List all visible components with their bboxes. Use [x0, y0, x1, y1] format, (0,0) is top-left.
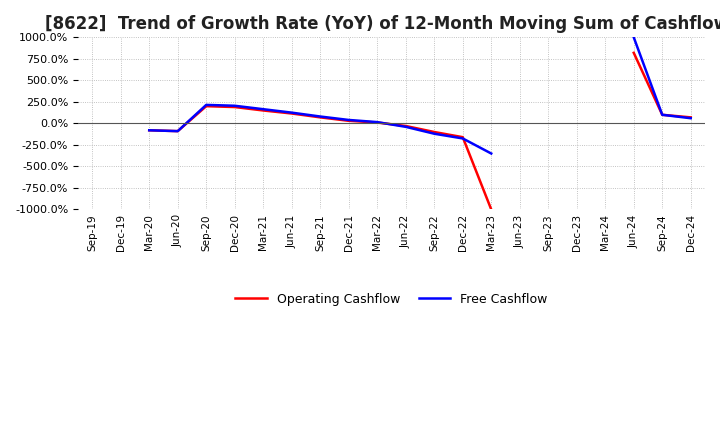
- Operating Cashflow: [316, 115, 325, 120]
- Operating Cashflow: [287, 111, 296, 116]
- Line: Operating Cashflow: Operating Cashflow: [92, 53, 690, 209]
- Free Cashflow: [287, 110, 296, 115]
- Free Cashflow: [174, 128, 182, 134]
- Operating Cashflow: [88, 98, 96, 103]
- Operating Cashflow: [658, 112, 667, 117]
- Free Cashflow: [202, 102, 210, 107]
- Free Cashflow: [487, 151, 495, 156]
- Operating Cashflow: [430, 129, 438, 135]
- Free Cashflow: [402, 124, 410, 129]
- Free Cashflow: [658, 112, 667, 117]
- Free Cashflow: [459, 136, 467, 141]
- Operating Cashflow: [145, 128, 153, 133]
- Free Cashflow: [629, 35, 638, 40]
- Operating Cashflow: [259, 108, 268, 113]
- Operating Cashflow: [459, 135, 467, 140]
- Operating Cashflow: [629, 50, 638, 55]
- Free Cashflow: [88, 35, 96, 40]
- Free Cashflow: [145, 128, 153, 133]
- Line: Free Cashflow: Free Cashflow: [92, 37, 690, 154]
- Free Cashflow: [344, 117, 353, 123]
- Operating Cashflow: [487, 207, 495, 212]
- Operating Cashflow: [344, 118, 353, 124]
- Operating Cashflow: [202, 103, 210, 109]
- Legend: Operating Cashflow, Free Cashflow: Operating Cashflow, Free Cashflow: [230, 288, 552, 311]
- Operating Cashflow: [373, 120, 382, 125]
- Free Cashflow: [230, 103, 239, 108]
- Free Cashflow: [316, 114, 325, 119]
- Title: [8622]  Trend of Growth Rate (YoY) of 12-Month Moving Sum of Cashflows: [8622] Trend of Growth Rate (YoY) of 12-…: [45, 15, 720, 33]
- Free Cashflow: [259, 106, 268, 112]
- Operating Cashflow: [174, 128, 182, 134]
- Free Cashflow: [686, 116, 695, 121]
- Operating Cashflow: [686, 115, 695, 120]
- Operating Cashflow: [402, 123, 410, 128]
- Free Cashflow: [430, 131, 438, 136]
- Operating Cashflow: [230, 104, 239, 110]
- Free Cashflow: [373, 120, 382, 125]
